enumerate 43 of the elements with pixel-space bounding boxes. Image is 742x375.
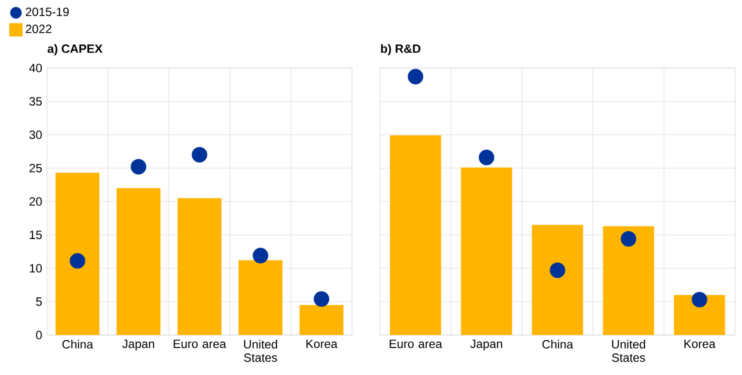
bar — [460, 167, 512, 335]
legend-label: 2015-19 — [26, 8, 69, 16]
bar — [300, 304, 344, 335]
point — [314, 291, 330, 307]
bar — [238, 260, 282, 335]
point — [192, 147, 208, 163]
point — [478, 150, 494, 166]
x-tick-label: China — [542, 340, 574, 349]
x-tick-label: Euro area — [390, 340, 442, 348]
y-tick-label: 10 — [30, 264, 42, 273]
chart-title: b) R&D — [381, 44, 420, 56]
x-tick-label: China — [62, 340, 94, 349]
point — [252, 248, 268, 264]
x-tick-label: United States — [244, 340, 278, 362]
y-tick-label: 0 — [36, 330, 42, 340]
chart-title: a) CAPEX — [48, 44, 102, 56]
legend-label: 2022 — [26, 24, 52, 34]
x-tick-label: Euro area — [174, 340, 226, 348]
bar — [602, 226, 654, 335]
x-tick-label: Korea — [684, 340, 716, 348]
x-tick-label: Japan — [122, 340, 154, 350]
point — [130, 159, 146, 175]
y-tick-label: 25 — [30, 164, 42, 172]
y-tick-label: 40 — [29, 64, 42, 72]
y-tick-label: 5 — [36, 297, 42, 306]
bar — [674, 294, 726, 335]
y-tick-label: 15 — [30, 230, 42, 240]
point — [408, 68, 424, 84]
point — [620, 231, 636, 247]
point — [692, 292, 708, 308]
y-tick-label: 35 — [29, 97, 42, 106]
bar — [178, 198, 222, 335]
y-tick-label: 20 — [30, 197, 42, 206]
x-tick-label: Japan — [470, 340, 502, 350]
bar — [56, 172, 100, 335]
bar — [390, 135, 442, 335]
bar — [532, 224, 584, 335]
x-tick-label: United States — [612, 340, 646, 362]
x-tick-label: Korea — [306, 340, 338, 348]
bar — [116, 188, 160, 335]
point — [70, 253, 86, 269]
point — [550, 262, 566, 278]
y-tick-label: 30 — [29, 130, 42, 140]
